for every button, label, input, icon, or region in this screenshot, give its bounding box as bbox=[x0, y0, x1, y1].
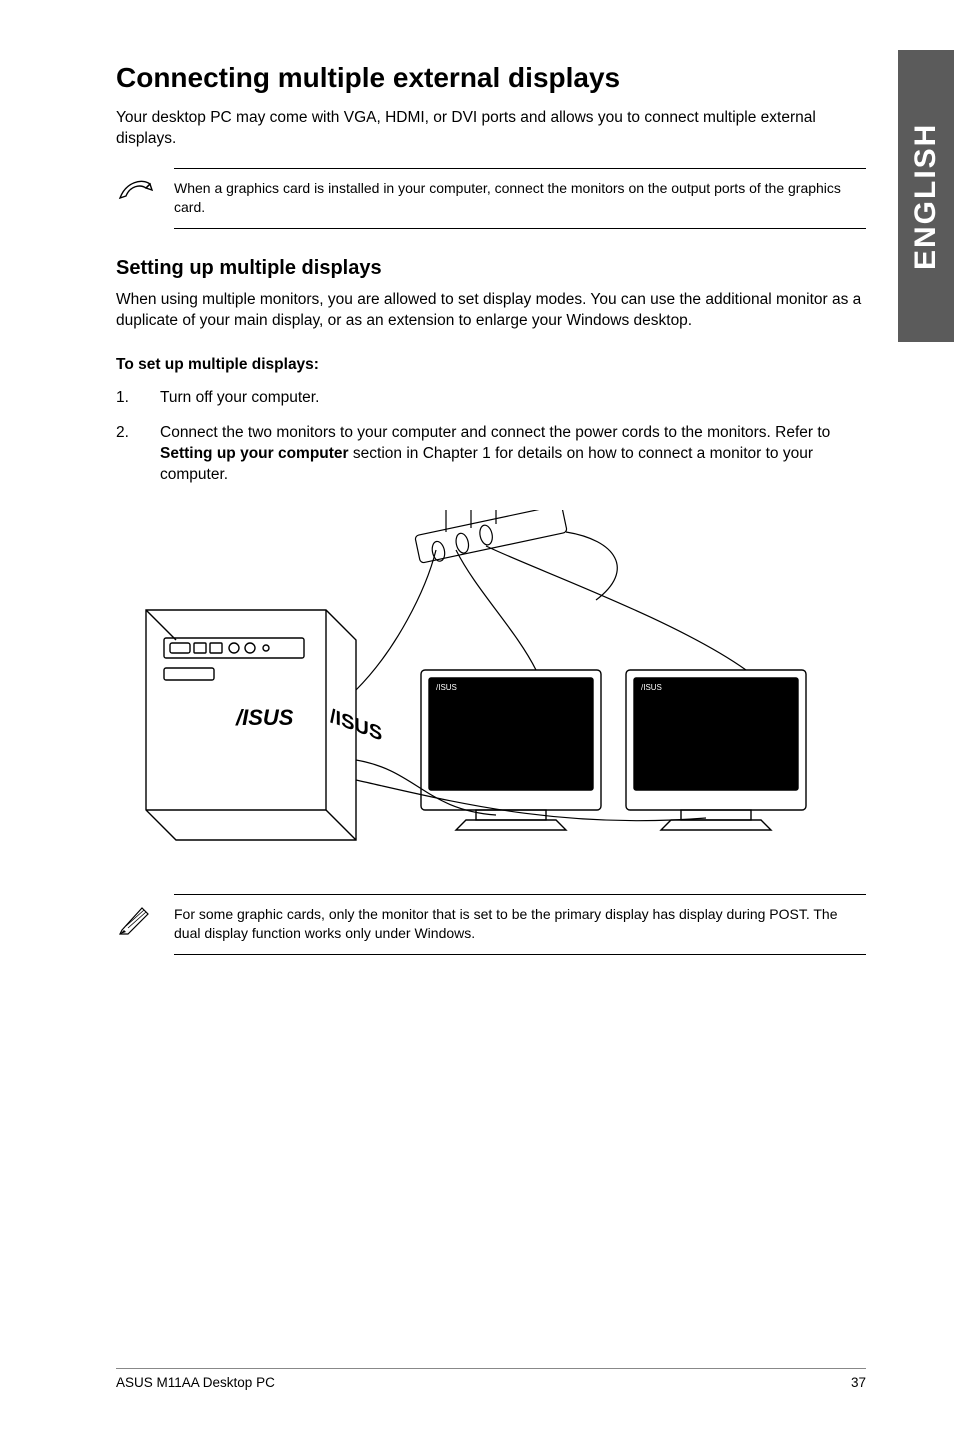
info-note-icon bbox=[116, 168, 158, 211]
page-footer: ASUS M11AA Desktop PC 37 bbox=[116, 1368, 866, 1390]
svg-text:/ISUS: /ISUS bbox=[235, 705, 294, 730]
footer-left: ASUS M11AA Desktop PC bbox=[116, 1375, 275, 1390]
svg-text:/ISUS: /ISUS bbox=[436, 683, 457, 692]
step-text: Turn off your computer. bbox=[160, 388, 866, 409]
list-item: 2. Connect the two monitors to your comp… bbox=[116, 423, 866, 486]
info-note-text: When a graphics card is installed in you… bbox=[174, 168, 866, 229]
tip-note-block: For some graphic cards, only the monitor… bbox=[116, 894, 866, 955]
footer-page-number: 37 bbox=[851, 1375, 866, 1390]
step-text-bold: Setting up your computer bbox=[160, 445, 349, 462]
intro-paragraph: Your desktop PC may come with VGA, HDMI,… bbox=[116, 108, 866, 150]
steps-heading: To set up multiple displays: bbox=[116, 356, 866, 374]
tip-note-text: For some graphic cards, only the monitor… bbox=[174, 894, 866, 955]
step-text-pre: Connect the two monitors to your compute… bbox=[160, 424, 830, 441]
section-intro: When using multiple monitors, you are al… bbox=[116, 290, 866, 332]
pencil-icon bbox=[116, 894, 158, 941]
page-heading: Connecting multiple external displays bbox=[116, 62, 866, 94]
step-number: 1. bbox=[116, 388, 160, 409]
language-side-tab: ENGLISH bbox=[898, 50, 954, 342]
info-note-block: When a graphics card is installed in you… bbox=[116, 168, 866, 229]
steps-list: 1. Turn off your computer. 2. Connect th… bbox=[116, 388, 866, 486]
setup-diagram: /ISUS /ISUS /ISUS /ISUS bbox=[116, 510, 866, 870]
step-number: 2. bbox=[116, 423, 160, 486]
page-content: Connecting multiple external displays Yo… bbox=[116, 62, 866, 983]
svg-text:/ISUS: /ISUS bbox=[641, 683, 662, 692]
list-item: 1. Turn off your computer. bbox=[116, 388, 866, 409]
step-text: Connect the two monitors to your compute… bbox=[160, 423, 866, 486]
section-subheading: Setting up multiple displays bbox=[116, 257, 866, 280]
